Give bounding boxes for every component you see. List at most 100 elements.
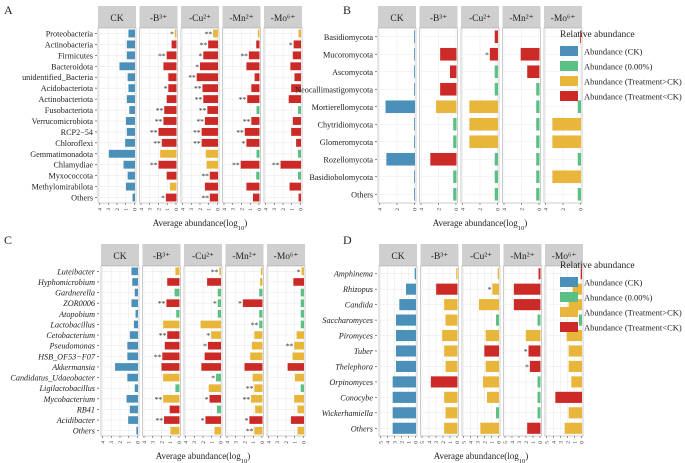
tick-label: 2	[561, 208, 567, 211]
bar	[414, 30, 415, 44]
bar	[496, 407, 499, 419]
category-label: HSB_OF53−F07	[37, 352, 96, 361]
bar	[256, 171, 260, 180]
bar	[161, 363, 180, 371]
bar	[175, 384, 180, 393]
bar	[209, 171, 218, 180]
tick-label: 4	[551, 441, 557, 444]
legend: Relative abundance Abundance (CK) Abundanc…	[560, 30, 682, 102]
x-axis-title: Average abundance(log10)	[433, 218, 528, 232]
tick-label: 0	[496, 441, 502, 444]
tick-label: 0	[177, 441, 183, 444]
legend-swatch	[560, 46, 578, 56]
bar	[436, 283, 458, 295]
bar	[527, 65, 540, 79]
category-label: Others	[351, 190, 373, 199]
significance-mark: *	[199, 51, 203, 60]
panel-letter: B	[343, 3, 351, 17]
facet-0: CK 4 3 2 1 0	[101, 244, 141, 444]
tick-label: 4	[142, 441, 148, 444]
tick-label: 4	[468, 441, 474, 444]
bar	[165, 193, 177, 202]
category-label: Rhizopus	[342, 285, 373, 294]
category-label: Others	[351, 424, 373, 433]
bar	[171, 40, 177, 49]
category-label: Ligilactobacillus	[39, 384, 96, 393]
tick-label: 4	[139, 208, 145, 211]
bar	[170, 426, 180, 435]
tick-label: 4	[181, 208, 187, 211]
bar	[240, 160, 260, 169]
bar	[219, 267, 221, 276]
bar	[202, 84, 218, 93]
significance-mark: *	[245, 416, 249, 425]
bar	[293, 40, 301, 49]
legend-label: Abundance (CK)	[584, 278, 642, 288]
significance-mark: **	[155, 416, 163, 425]
bar	[445, 407, 458, 419]
category-label: Akkermansia	[51, 363, 95, 372]
bar	[294, 341, 304, 350]
tick-label: 2	[399, 441, 405, 444]
tick-label: 4	[222, 208, 228, 211]
significance-mark: *	[297, 267, 301, 276]
significance-mark: **	[236, 128, 244, 137]
bar	[444, 391, 458, 403]
bar	[414, 117, 415, 131]
bar	[469, 100, 498, 114]
bar	[440, 47, 457, 61]
tick-label: 2	[159, 441, 165, 444]
legend: Relative abundance Abundance (CK) Abundanc…	[560, 261, 682, 333]
tick-label: 0	[455, 441, 461, 444]
category-label: Fusobacteriota	[45, 106, 94, 115]
facet-label: -Mo⁶⁺	[274, 252, 299, 262]
bar	[125, 138, 135, 147]
facet-strip	[142, 244, 181, 266]
tick-label: 3	[434, 441, 440, 444]
tick-label: 0	[218, 441, 224, 444]
bar	[260, 267, 263, 276]
significance-mark: **	[196, 117, 204, 126]
facet-1: -B³⁺***************4 3 2 1 0	[139, 6, 180, 211]
significance-mark: **	[155, 117, 163, 126]
tick-label: 3	[558, 441, 564, 444]
bar	[119, 62, 135, 71]
bar	[296, 331, 304, 339]
significance-mark: *	[205, 395, 209, 404]
legend-swatch	[560, 277, 578, 287]
bar	[492, 283, 499, 295]
tick-label: 1	[251, 441, 257, 444]
tick-label: 4	[427, 441, 433, 444]
bar	[169, 182, 177, 191]
bar	[200, 320, 221, 329]
category-label: unidentified_Bacteria	[22, 73, 93, 82]
legend-label: Abundance (CK)	[584, 47, 642, 57]
category-label: Thelephora	[335, 362, 373, 371]
bar	[204, 117, 218, 125]
bar	[392, 422, 416, 434]
bar	[196, 73, 218, 82]
bar	[108, 149, 135, 158]
bar	[252, 373, 263, 382]
category-label: Ascomycota	[332, 68, 373, 77]
tick-label: 0	[257, 208, 263, 211]
tick-label: 4	[378, 208, 384, 211]
tick-label: 4	[225, 441, 231, 444]
panel-a: A Proteobacteria Actinobacteria Firmicutes B…	[4, 3, 304, 232]
tick-label: 1	[210, 441, 216, 444]
bar	[300, 288, 304, 297]
bar	[444, 299, 458, 311]
facet-1: -B³⁺ 5 4 3 2 1 0	[420, 244, 461, 444]
bar	[168, 73, 177, 82]
tick-label: 4	[267, 441, 273, 444]
category-label: Others	[73, 427, 95, 436]
bar	[201, 127, 218, 136]
facet-4: -Mo⁶⁺***4 3 2 1 0	[267, 244, 307, 444]
bar	[298, 149, 301, 158]
bar	[127, 73, 135, 82]
category-label: Mortierellomycota	[312, 103, 374, 112]
bar	[211, 331, 221, 339]
x-axis-title-sub: 10	[519, 458, 526, 463]
tick-label: 3	[189, 208, 195, 211]
